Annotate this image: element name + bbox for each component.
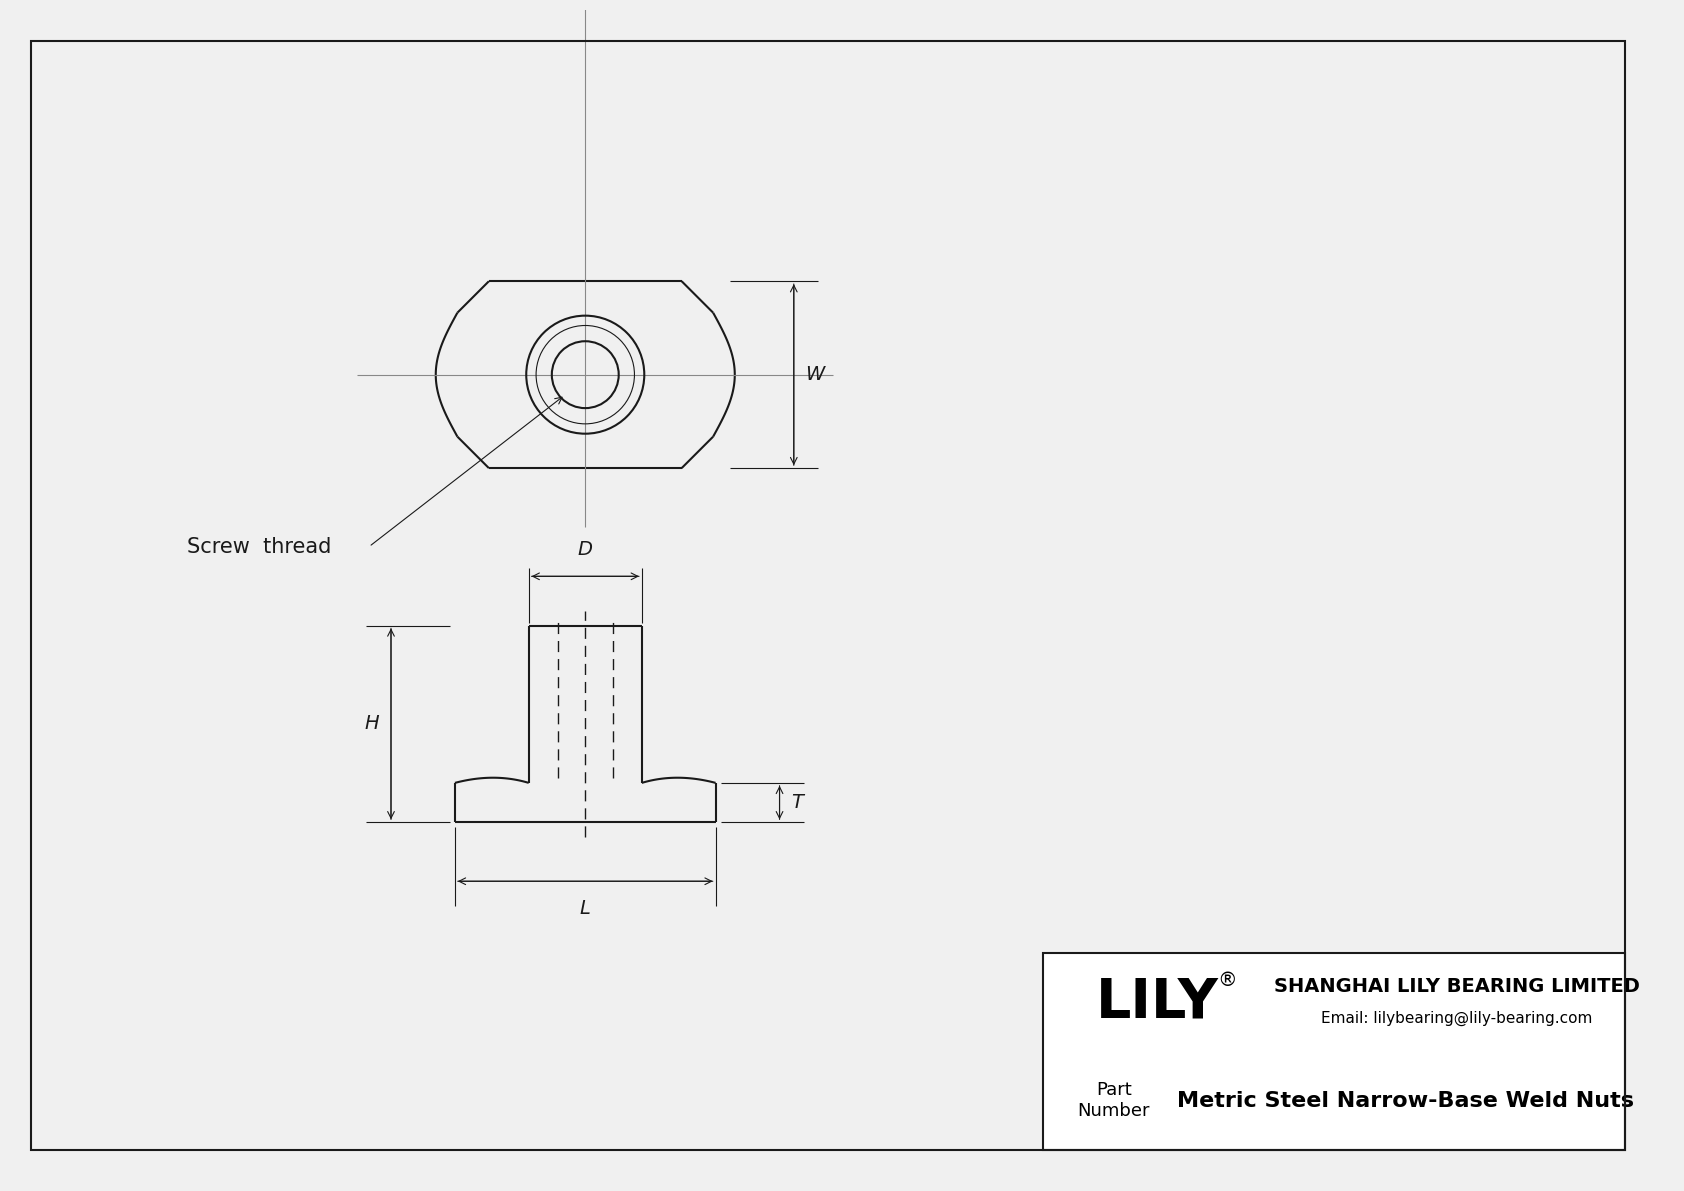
Text: Metric Steel Narrow-Base Weld Nuts: Metric Steel Narrow-Base Weld Nuts — [1177, 1091, 1633, 1110]
Text: SHANGHAI LILY BEARING LIMITED: SHANGHAI LILY BEARING LIMITED — [1273, 977, 1640, 996]
Text: L: L — [579, 899, 591, 918]
Text: Part
Number: Part Number — [1078, 1081, 1150, 1120]
Text: Screw  thread: Screw thread — [187, 537, 332, 557]
Text: W: W — [805, 366, 825, 385]
Text: T: T — [791, 793, 803, 812]
Text: D: D — [578, 540, 593, 559]
Bar — [1042, 953, 1625, 1149]
Text: Email: lilybearing@lily-bearing.com: Email: lilybearing@lily-bearing.com — [1320, 1010, 1593, 1025]
Text: ®: ® — [1218, 971, 1236, 990]
Text: H: H — [364, 715, 379, 734]
Text: LILY: LILY — [1096, 975, 1219, 1029]
